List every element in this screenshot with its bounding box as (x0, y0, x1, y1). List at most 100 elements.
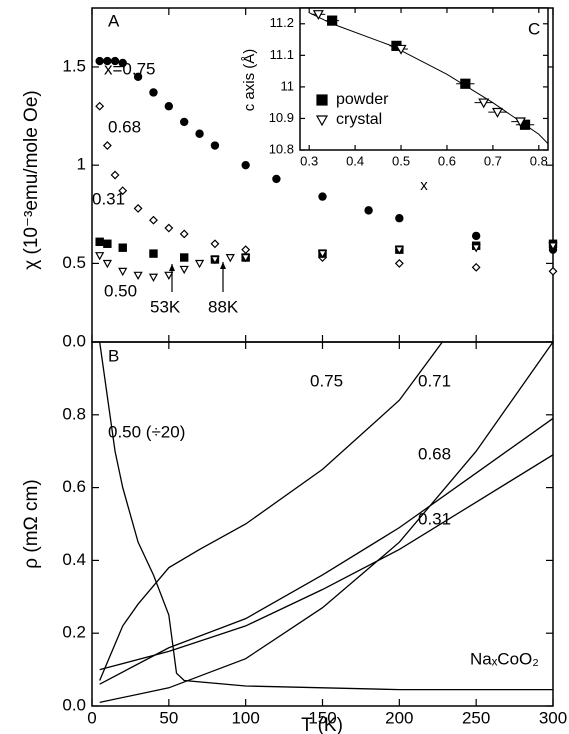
marker (471, 231, 481, 241)
x-tick-label: 50 (159, 708, 178, 727)
marker (179, 229, 189, 239)
marker (395, 214, 404, 223)
x-tick-label: 250 (462, 708, 490, 727)
x-tick-label: 0 (87, 708, 96, 727)
y-tick-label: 0.6 (62, 477, 86, 496)
marker (164, 102, 174, 111)
arrow-head (169, 264, 175, 271)
panel-label: A (108, 11, 120, 30)
x-tick-label: 100 (231, 708, 259, 727)
marker (103, 239, 112, 248)
marker (118, 58, 127, 68)
marker (395, 44, 407, 55)
y-tick-label: 10.8 (269, 141, 294, 156)
marker (317, 250, 328, 259)
y-tick-label: 11.1 (270, 47, 294, 62)
marker (149, 249, 158, 258)
marker (364, 206, 373, 215)
legend-label: powder (336, 91, 389, 108)
line (99, 342, 553, 703)
series-label: 0.71 (418, 371, 451, 390)
marker (318, 192, 327, 201)
y-tick-label: 11 (281, 78, 295, 93)
marker (95, 101, 105, 111)
x-tick-label: 0.6 (438, 153, 456, 168)
marker (118, 186, 128, 196)
x-tick-label: 0.4 (346, 153, 364, 168)
series-label: 0.50 (÷20) (108, 422, 185, 441)
marker (179, 265, 189, 275)
annotation: 88K (208, 297, 239, 316)
y-tick-label: 10.9 (269, 110, 294, 125)
marker (210, 239, 220, 249)
x-tick-label: 200 (385, 708, 413, 727)
annotation: 53K (150, 297, 181, 316)
marker (241, 160, 250, 170)
annotation: 0.50 (104, 281, 137, 300)
marker (110, 56, 120, 66)
series-label: 0.31 (418, 509, 451, 528)
y-tick-label: 11.2 (270, 15, 294, 30)
marker (179, 117, 189, 127)
marker (164, 223, 174, 233)
annotation: 0.31 (92, 189, 125, 208)
y-tick-label: 0.4 (62, 550, 86, 569)
panel-label: C (528, 19, 540, 38)
line (99, 454, 553, 671)
x-tick-label: 150 (308, 708, 336, 727)
marker (133, 271, 143, 281)
marker (225, 254, 235, 263)
annotation: x=0.75 (104, 59, 156, 78)
x-tick-label: 0.3 (300, 153, 318, 168)
marker (478, 98, 490, 109)
marker (118, 243, 127, 252)
marker (210, 141, 220, 150)
marker (195, 129, 204, 138)
marker (164, 271, 174, 281)
y-tick-label: 1.5 (62, 56, 86, 75)
marker (548, 266, 558, 276)
annotation: NaₓCoO₂ (470, 649, 539, 668)
marker (148, 273, 159, 283)
marker (327, 15, 338, 26)
line (99, 342, 553, 691)
marker (102, 141, 112, 150)
panel-label: B (108, 346, 119, 365)
marker (210, 256, 220, 265)
y-tick-label: 0.2 (62, 623, 86, 642)
marker (514, 117, 526, 128)
series-label: 0.75 (310, 371, 343, 390)
line (99, 342, 443, 681)
plot-frame (299, 7, 549, 151)
y-tick-label: 0.0 (62, 331, 86, 350)
marker (102, 259, 112, 269)
marker (118, 267, 128, 277)
x-tick-label: 300 (539, 708, 567, 727)
legend-marker (316, 94, 328, 106)
marker (194, 259, 205, 269)
marker (149, 215, 158, 225)
marker (149, 88, 158, 97)
marker (180, 253, 189, 262)
y-tick-label: 0.0 (62, 695, 86, 714)
marker (312, 10, 324, 21)
arrow-head (220, 262, 226, 269)
y-axis-label: c axis (Å) (241, 49, 258, 112)
y-tick-label: 1 (77, 155, 86, 174)
marker (133, 203, 143, 213)
marker (471, 244, 481, 253)
marker (133, 72, 143, 81)
inset-background (300, 8, 548, 150)
annotation: 0.68 (108, 117, 141, 136)
marker (272, 174, 281, 184)
x-tick-label: 0.7 (484, 153, 502, 168)
marker (460, 78, 471, 89)
marker (95, 56, 104, 66)
marker (394, 258, 404, 268)
marker (110, 170, 120, 180)
x-axis-label: x (420, 177, 428, 194)
x-tick-label: 0.8 (530, 153, 548, 168)
marker (241, 254, 251, 263)
